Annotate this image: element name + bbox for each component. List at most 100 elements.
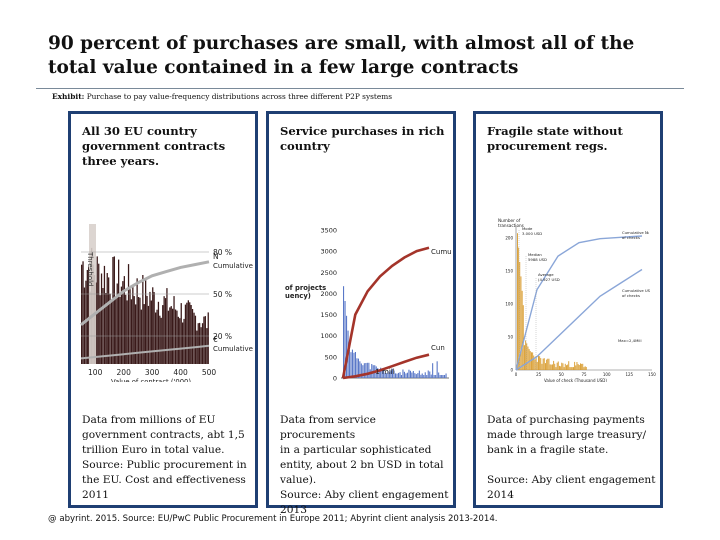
histogram-bar: [417, 373, 419, 378]
panel-description: Data of purchasing payments made through…: [487, 413, 661, 503]
title-divider: [36, 88, 684, 89]
cumulative-value-line: [341, 246, 430, 379]
histogram-bar: [552, 364, 553, 370]
histogram-bar: [573, 367, 574, 370]
desc-line: Data of purchasing payments: [487, 414, 645, 426]
histogram-bar: [531, 352, 532, 370]
euro-cumulative-label: Cumulative: [213, 345, 253, 353]
exhibit-label: Exhibit:: [52, 92, 85, 101]
histogram-bar: [167, 310, 170, 364]
chart-annotation: Cumulative №: [622, 230, 649, 235]
histogram-bar: [526, 343, 528, 370]
histogram-bar: [204, 316, 206, 364]
histogram-bar: [442, 375, 444, 378]
desc-line: in a particular sophisticated: [280, 444, 432, 456]
histogram-bar: [408, 369, 410, 378]
histogram-bar: [406, 372, 408, 378]
histogram-bar: [353, 352, 355, 378]
histogram-bar: [132, 286, 134, 364]
histogram-bar: [380, 367, 382, 378]
histogram-bar: [569, 367, 571, 370]
x-tick-label: 25: [536, 372, 542, 377]
histogram-bar: [207, 312, 209, 364]
histogram-bar: [540, 358, 542, 370]
histogram-bar: [555, 367, 557, 370]
histogram-bar: [365, 363, 367, 378]
histogram-bar: [418, 370, 420, 378]
histogram-bar: [571, 367, 573, 370]
histogram-bar: [182, 322, 184, 364]
histogram-bar: [133, 296, 135, 364]
histogram-bar: [564, 363, 566, 370]
histogram-bar: [548, 358, 550, 370]
histogram-bar: [567, 364, 569, 370]
histogram-bar: [554, 363, 556, 370]
histogram-bar: [563, 367, 565, 370]
histogram-bar: [122, 281, 124, 364]
x-tick-label: 200: [117, 368, 132, 377]
histogram-bar: [424, 372, 426, 378]
desc-line: [487, 458, 661, 473]
histogram-bar: [194, 315, 197, 364]
histogram-bar: [354, 352, 356, 378]
x-tick-label: 100: [88, 368, 103, 377]
chart-annotation: of checks: [622, 293, 640, 298]
histogram-bar: [387, 371, 389, 378]
histogram-bar: [190, 305, 192, 364]
histogram-bar: [155, 312, 157, 364]
chart-annotation: 5988 USD: [528, 257, 547, 262]
y-axis-label: of projects: [285, 284, 326, 292]
histogram-bar: [395, 373, 397, 378]
histogram-bar: [357, 358, 359, 378]
y-tick-label: 200: [505, 236, 513, 241]
n-cumulative-label: N: [213, 252, 219, 261]
histogram-bar: [533, 355, 535, 370]
histogram-bar: [532, 352, 534, 370]
histogram-bar: [351, 349, 353, 378]
histogram-bar: [177, 316, 179, 364]
histogram-bar: [81, 264, 83, 364]
desc-line: entity, about 2 bn USD in total: [280, 459, 444, 471]
cumulative-count-line: [515, 235, 643, 371]
x-tick-label: 50: [559, 372, 565, 377]
desc-line: Source: Aby client engagement: [487, 474, 656, 486]
histogram-bar: [368, 362, 370, 378]
histogram-bar: [130, 299, 133, 364]
histogram-bar: [581, 363, 583, 370]
histogram-bar: [136, 278, 138, 364]
histogram-bar: [543, 358, 545, 370]
histogram-bar: [146, 295, 148, 364]
histogram-bar: [441, 375, 443, 378]
histogram-bar: [363, 363, 365, 378]
desc-line: Data from millions of EU: [82, 414, 216, 426]
histogram-bar: [550, 364, 552, 370]
histogram-bar: [360, 363, 362, 378]
y-tick-label: 3500: [320, 227, 337, 235]
histogram-bar: [103, 265, 106, 364]
chart-annotation: Max=2,4Mill: [618, 338, 642, 343]
y-tick-label: 1000: [320, 332, 337, 340]
histogram-bar: [127, 264, 130, 364]
histogram-bar: [201, 323, 204, 364]
x-tick-label: 500: [202, 368, 217, 377]
desc-line: value).: [280, 474, 317, 486]
histogram-bar: [350, 352, 352, 378]
x-axis-label: Value of check (Thousand USD): [544, 378, 607, 382]
histogram-bar: [534, 359, 536, 370]
chart-annotation: 3.000 USD: [522, 231, 542, 236]
chart-annotation: (4.927 USD: [538, 277, 560, 282]
histogram-bar: [522, 305, 524, 370]
histogram-bar: [549, 364, 551, 370]
histogram-bar: [557, 361, 559, 370]
histogram-bar: [584, 366, 586, 370]
histogram-bar: [159, 315, 161, 364]
y-tick-label: 2000: [320, 290, 337, 298]
histogram-bar: [520, 276, 522, 370]
histogram-bar: [426, 375, 428, 378]
desc-line: government contracts, abt 1,5: [82, 429, 245, 441]
histogram-bar: [86, 270, 88, 364]
histogram-bar: [399, 372, 401, 378]
histogram-bar: [559, 365, 560, 370]
histogram-bar: [164, 298, 167, 364]
